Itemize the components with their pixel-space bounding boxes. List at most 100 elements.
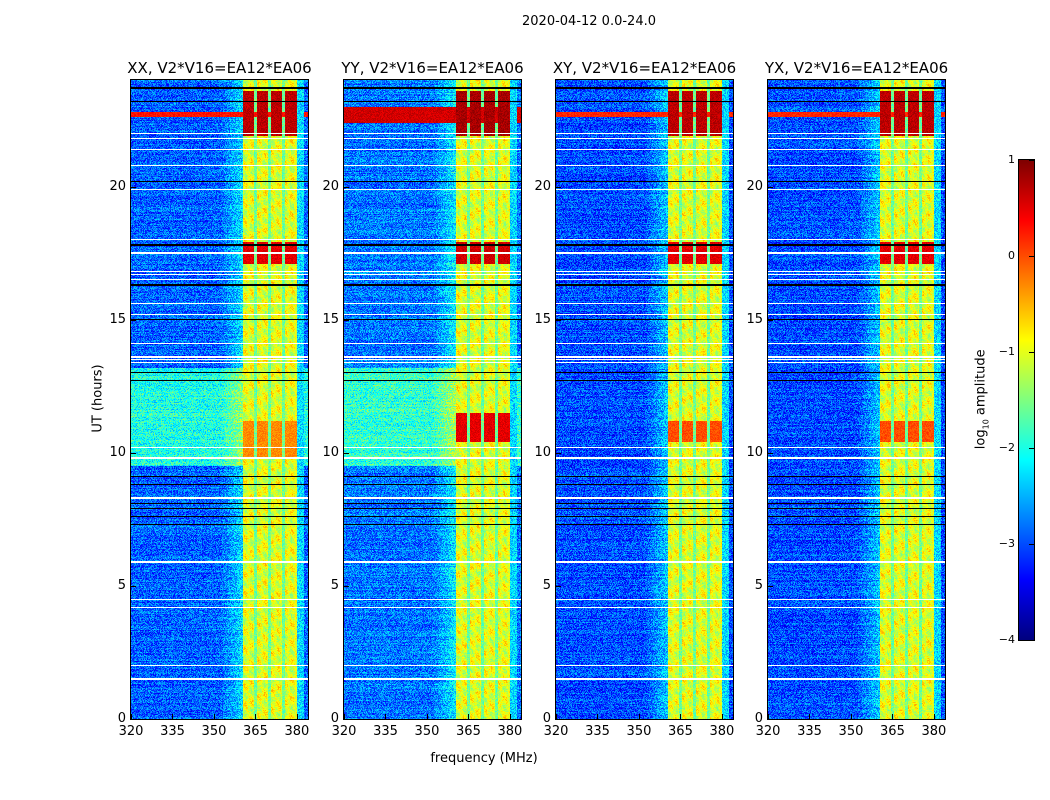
colorbar-tick-label: −2 — [998, 441, 1015, 454]
panel-title: XY, V2*V16=EA12*EA06 — [552, 59, 737, 77]
x-tick-label: 365 — [668, 724, 693, 739]
x-axis-label: frequency (MHz) — [430, 751, 538, 766]
x-tick-label: 320 — [331, 724, 357, 739]
y-tick-mark — [556, 585, 561, 587]
y-tick-mark — [768, 186, 773, 188]
x-tick-label: 335 — [373, 724, 398, 739]
panel-title: XX, V2*V16=EA12*EA06 — [127, 59, 312, 77]
x-tick-label: 335 — [585, 724, 610, 739]
y-tick-mark — [344, 452, 349, 454]
x-tick-label: 365 — [243, 724, 268, 739]
y-tick-label: 15 — [746, 311, 763, 327]
y-tick-mark — [131, 319, 136, 321]
x-tick-mark — [426, 714, 428, 719]
x-tick-label: 320 — [543, 724, 569, 739]
y-tick-label: 15 — [322, 311, 339, 327]
x-tick-label: 365 — [456, 724, 481, 739]
y-tick-label: 20 — [746, 178, 763, 194]
y-tick-mark — [768, 452, 773, 454]
spectrogram-panel-3 — [556, 80, 733, 719]
colorbar-tick-mark — [1029, 352, 1034, 353]
y-tick-mark — [131, 186, 136, 188]
y-tick-mark — [556, 452, 561, 454]
y-tick-label: 15 — [534, 311, 551, 327]
x-tick-mark — [556, 714, 557, 719]
y-tick-label: 10 — [534, 444, 551, 460]
x-tick-mark — [385, 714, 387, 719]
x-tick-label: 335 — [797, 724, 822, 739]
y-tick-mark — [556, 319, 561, 321]
colorbar-tick-label: −3 — [998, 537, 1015, 550]
x-tick-label: 320 — [755, 724, 781, 739]
panel-title: YY, V2*V16=EA12*EA06 — [341, 59, 524, 77]
y-axis-label: UT (hours) — [90, 364, 106, 433]
y-tick-mark — [344, 319, 349, 321]
y-tick-mark — [131, 452, 136, 454]
x-tick-mark — [597, 714, 599, 719]
y-tick-mark — [131, 719, 136, 720]
y-tick-label: 0 — [117, 711, 126, 726]
x-tick-label: 380 — [284, 724, 310, 739]
x-tick-mark — [344, 714, 345, 719]
x-tick-mark — [468, 714, 470, 719]
y-tick-label: 5 — [542, 577, 551, 593]
x-tick-mark — [850, 714, 852, 719]
spectrogram-panel-2 — [344, 80, 521, 719]
colorbar-tick-label: 1 — [1008, 153, 1015, 166]
y-tick-label: 5 — [754, 577, 763, 593]
y-tick-mark — [556, 719, 561, 720]
x-tick-label: 350 — [838, 724, 864, 739]
x-tick-mark — [638, 714, 640, 719]
x-tick-mark — [131, 714, 132, 719]
colorbar-tick-mark — [1029, 640, 1034, 641]
x-tick-mark — [768, 714, 769, 719]
y-tick-mark — [768, 585, 773, 587]
colorbar-tick-mark — [1029, 544, 1034, 545]
y-tick-label: 20 — [534, 178, 551, 194]
panel-title: YX, V2*V16=EA12*EA06 — [764, 59, 949, 77]
x-tick-label: 320 — [118, 724, 144, 739]
x-tick-label: 380 — [497, 724, 523, 739]
y-tick-mark — [556, 186, 561, 188]
colorbar-tick-mark — [1029, 160, 1034, 161]
x-tick-label: 380 — [921, 724, 947, 739]
y-tick-mark — [131, 585, 136, 587]
y-tick-label: 10 — [746, 444, 763, 460]
colorbar-tick-label: −1 — [998, 345, 1015, 358]
y-tick-mark — [344, 719, 349, 720]
y-tick-label: 10 — [322, 444, 339, 460]
y-tick-label: 5 — [330, 577, 339, 593]
x-tick-label: 335 — [160, 724, 185, 739]
colorbar-tick-label: 0 — [1008, 249, 1015, 262]
x-tick-mark — [213, 714, 215, 719]
figure-title: 2020-04-12 0.0-24.0 — [522, 14, 656, 29]
colorbar-tick-mark — [1029, 256, 1034, 257]
y-tick-label: 20 — [322, 178, 339, 194]
y-tick-mark — [344, 585, 349, 587]
y-tick-mark — [768, 719, 773, 720]
y-tick-mark — [768, 319, 773, 321]
x-tick-mark — [809, 714, 811, 719]
spectrogram-panel-4 — [768, 80, 945, 719]
y-tick-label: 0 — [754, 711, 763, 726]
x-tick-label: 365 — [880, 724, 905, 739]
x-tick-mark — [721, 714, 723, 719]
x-tick-mark — [509, 714, 511, 719]
x-tick-mark — [296, 714, 298, 719]
x-tick-mark — [172, 714, 174, 719]
x-tick-label: 350 — [201, 724, 227, 739]
spectrogram-panel-1 — [131, 80, 308, 719]
y-tick-label: 0 — [542, 711, 551, 726]
x-tick-mark — [255, 714, 257, 719]
colorbar — [1019, 160, 1034, 640]
y-tick-label: 5 — [117, 577, 126, 593]
y-tick-label: 20 — [109, 178, 126, 194]
y-tick-label: 15 — [109, 311, 126, 327]
colorbar-tick-mark — [1029, 448, 1034, 449]
x-tick-mark — [933, 714, 935, 719]
x-tick-label: 380 — [709, 724, 735, 739]
y-tick-mark — [344, 186, 349, 188]
x-tick-label: 350 — [414, 724, 440, 739]
y-tick-label: 10 — [109, 444, 126, 460]
